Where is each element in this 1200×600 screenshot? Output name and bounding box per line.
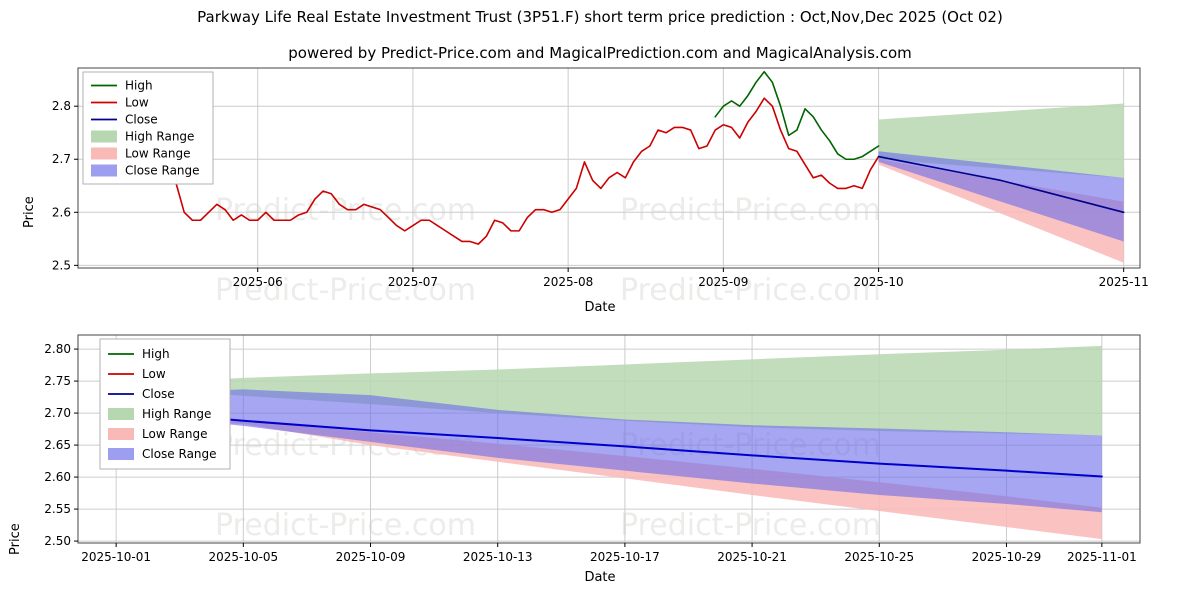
bottom-x-axis-label: Date <box>584 570 616 585</box>
y-tick-label: 2.80 <box>44 342 71 356</box>
legend-label-high-range: High Range <box>125 130 194 144</box>
plot-frame <box>77 67 1141 269</box>
x-tick-label: 2025-09 <box>698 275 748 289</box>
watermark: Predict-Price.com <box>215 273 476 308</box>
legend-label-low-range: Low Range <box>125 147 190 161</box>
x-tick-label: 2025-11 <box>1099 275 1149 289</box>
band-low-range <box>116 413 1102 540</box>
top-x-axis-label: Date <box>584 300 616 315</box>
x-tick-label: 2025-10-29 <box>972 550 1042 564</box>
y-tick-label: 2.70 <box>44 406 71 420</box>
y-tick-label: 2.75 <box>44 374 71 388</box>
watermark: Predict-Price.com <box>215 193 476 228</box>
y-tick-label: 2.60 <box>44 470 71 484</box>
band-low-range <box>878 159 1124 263</box>
legend-label-high: High <box>125 79 153 93</box>
x-tick-label: 2025-10-21 <box>717 550 787 564</box>
legend-label-close-range: Close Range <box>142 447 217 461</box>
series-high <box>714 70 880 161</box>
plot-frame <box>77 334 1141 544</box>
y-tick-label: 2.55 <box>44 502 71 516</box>
bottom-chart-panel: Price Date Predict-Price.com Predict-Pric… <box>0 325 1200 600</box>
legend-label-low: Low <box>142 367 166 381</box>
page-subtitle: powered by Predict-Price.com and Magical… <box>288 44 912 62</box>
legend-label-close-range: Close Range <box>125 164 200 178</box>
series-close <box>115 408 1103 478</box>
legend-label-high-range: High Range <box>142 407 211 421</box>
y-tick-label: 2.65 <box>44 438 71 452</box>
watermark: Predict-Price.com <box>620 508 881 543</box>
y-tick-label: 2.50 <box>44 534 71 548</box>
x-tick-label: 2025-10-25 <box>844 550 914 564</box>
legend-label-close: Close <box>142 387 175 401</box>
x-tick-label: 2025-07 <box>388 275 438 289</box>
x-tick-label: 2025-10-13 <box>463 550 533 564</box>
x-tick-label: 2025-10-01 <box>81 550 151 564</box>
watermark: Predict-Price.com <box>215 508 476 543</box>
x-tick-label: 2025-10-05 <box>208 550 278 564</box>
x-tick-label: 2025-06 <box>233 275 283 289</box>
watermark: Predict-Price.com <box>620 193 881 228</box>
legend-label-low: Low <box>125 96 149 110</box>
series-close <box>877 155 1125 214</box>
x-tick-label: 2025-10-17 <box>590 550 660 564</box>
legend: High Low Close High Range Low Range Close Ran… <box>82 71 214 185</box>
y-tick-label: 2.5 <box>52 258 71 272</box>
x-tick-label: 2025-10 <box>854 275 904 289</box>
top-chart-canvas: Predict-Price.com Predict-Price.com Predic… <box>52 67 1149 308</box>
legend-label-high: High <box>142 347 170 361</box>
legend-label-close: Close <box>125 113 158 127</box>
x-tick-label: 2025-10-09 <box>336 550 406 564</box>
legend: High Low Close High Range Low Range Close Ran… <box>99 338 231 470</box>
y-tick-label: 2.7 <box>52 152 71 166</box>
top-y-axis-label: Price <box>22 196 37 228</box>
y-tick-label: 2.6 <box>52 205 71 219</box>
y-tick-label: 2.8 <box>52 99 71 113</box>
series-low <box>142 97 880 245</box>
band-close-range <box>878 151 1124 242</box>
top-chart-panel: Price Date Predict-Price.com Predict-Pric… <box>0 60 1200 320</box>
band-high-range <box>116 345 1102 436</box>
legend-label-low-range: Low Range <box>142 427 207 441</box>
band-close-range <box>116 389 1102 513</box>
x-tick-label: 2025-08 <box>543 275 593 289</box>
page-title: Parkway Life Real Estate Investment Trus… <box>197 8 1003 26</box>
x-tick-label: 2025-11-01 <box>1067 550 1137 564</box>
watermark: Predict-Price.com <box>620 273 881 308</box>
bottom-y-axis-label: Price <box>8 523 23 555</box>
